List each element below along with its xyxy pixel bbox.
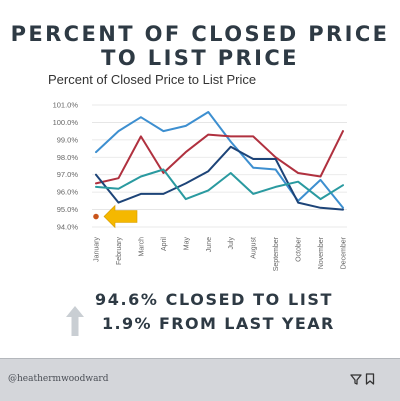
x-tick-label: April <box>161 237 168 251</box>
x-tick-label: May <box>183 237 190 251</box>
y-axis-ticks: 94.0% 95.0% 96.0% 97.0% 98.0% 99.0% 100.0% 101.… <box>53 101 79 232</box>
x-tick-label: March <box>138 237 145 257</box>
y-tick-label: 97.0% <box>57 170 79 179</box>
x-tick-label: August <box>251 237 258 259</box>
current-value-dot <box>93 213 99 220</box>
x-tick-label: September <box>273 236 280 271</box>
y-tick-label: 95.0% <box>57 205 79 214</box>
y-tick-label: 94.0% <box>57 223 79 232</box>
pointer-arrow-icon <box>103 204 138 229</box>
y-tick-label: 99.0% <box>57 135 79 144</box>
headline-line-2: TO LIST PRICE <box>101 46 299 70</box>
filter-icon[interactable] <box>350 373 362 385</box>
series-line-1 <box>95 111 344 209</box>
footer-bar: @heathermwoodward <box>0 358 400 401</box>
x-tick-label: June <box>206 237 213 252</box>
y-tick-label: 98.0% <box>57 153 79 162</box>
series-line-3 <box>95 145 344 211</box>
x-tick-label: October <box>296 236 303 262</box>
y-tick-label: 101.0% <box>53 101 79 110</box>
up-arrow-icon <box>66 306 84 336</box>
chart-markers <box>93 204 138 229</box>
social-handle: @heathermwoodward <box>8 374 109 384</box>
chart-series <box>95 111 344 211</box>
line-chart: Percent of Closed Price to List Price 94… <box>48 72 348 271</box>
x-tick-label: February <box>116 237 123 266</box>
x-tick-label: November <box>318 236 325 269</box>
x-axis-ticks: January February March April May June July Augu… <box>94 236 348 271</box>
series-line-2 <box>95 130 344 185</box>
bookmark-icon[interactable] <box>364 373 376 385</box>
x-tick-label: January <box>94 237 101 262</box>
series-line-4 <box>95 168 344 201</box>
headline-line-1: PERCENT OF CLOSED PRICE <box>10 22 390 46</box>
y-tick-label: 96.0% <box>57 188 79 197</box>
year-change-stat: 1.9% FROM LAST YEAR <box>102 314 335 333</box>
y-tick-label: 100.0% <box>53 118 79 127</box>
headline: PERCENT OF CLOSED PRICE TO LIST PRICE <box>0 22 400 70</box>
closed-to-list-stat: 94.6% CLOSED TO LIST <box>95 290 334 309</box>
chart-title: Percent of Closed Price to List Price <box>48 72 256 87</box>
x-tick-label: July <box>228 237 235 250</box>
x-tick-label: December <box>341 236 348 269</box>
